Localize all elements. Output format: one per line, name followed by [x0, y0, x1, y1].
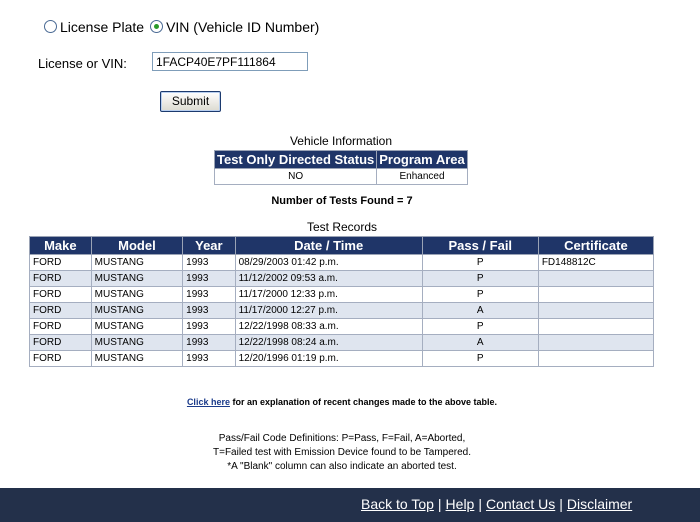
table-cell: MUSTANG: [90, 286, 184, 303]
table-cell: 1993: [182, 318, 236, 335]
section-title: Vehicle Information: [289, 134, 393, 148]
table-row: FORD MUSTANG 1993 12/22/1998 08:33 a.m. P: [29, 318, 655, 335]
section-title: Test Records: [306, 220, 378, 234]
table-cell: [537, 318, 655, 335]
table-cell: FD148812C: [537, 254, 655, 271]
table-cell: P: [421, 270, 539, 287]
table-cell: [537, 286, 655, 303]
table-cell: P: [421, 318, 539, 335]
note-text: for an explanation of recent changes mad…: [232, 397, 498, 407]
column-header: Certificate: [537, 236, 655, 255]
link[interactable]: Click here: [186, 397, 230, 407]
table-cell: [537, 334, 655, 351]
column-header: Date / Time: [234, 236, 423, 255]
footer-link[interactable]: Disclaimer: [566, 496, 633, 512]
table-cell: 12/22/1998 08:33 a.m.: [234, 318, 423, 335]
header-row: Test Only Directed Status Program Area: [213, 150, 468, 169]
separator: |: [478, 496, 482, 512]
table-cell: FORD: [29, 270, 92, 287]
table-cell: Enhanced: [376, 168, 468, 185]
table-cell: NO: [213, 168, 378, 185]
table-cell: 1993: [182, 254, 236, 271]
footer: Back to Top | Help | Contact Us | Disclaimer: [0, 488, 700, 522]
table-row: FORD MUSTANG 1993 12/20/1996 01:19 p.m. P: [29, 350, 655, 367]
table-cell: [537, 302, 655, 319]
table-row: FORD MUSTANG 1993 08/29/2003 01:42 p.m. P FD1…: [29, 254, 655, 271]
footer-link[interactable]: Contact Us: [485, 496, 556, 512]
table-cell: MUSTANG: [90, 302, 184, 319]
vehicle-info-table: Test Only Directed Status Program Area NO E…: [213, 150, 468, 185]
note: Click here for an explanation of recent …: [0, 397, 684, 407]
table-cell: MUSTANG: [90, 318, 184, 335]
table-cell: 1993: [182, 286, 236, 303]
table-cell: 11/12/2002 09:53 a.m.: [234, 270, 423, 287]
table-cell: 1993: [182, 334, 236, 351]
table-row: FORD MUSTANG 1993 11/17/2000 12:33 p.m. P: [29, 286, 655, 303]
footer-link[interactable]: Help: [445, 496, 475, 512]
table-cell: 1993: [182, 350, 236, 367]
table-cell: MUSTANG: [90, 270, 184, 287]
table-cell: A: [421, 334, 539, 351]
definition-line: *A "Blank" column can also indicate an a…: [227, 461, 457, 472]
footer-link[interactable]: Back to Top: [361, 496, 434, 512]
table-cell: P: [421, 350, 539, 367]
submit-button[interactable]: Submit: [160, 91, 221, 112]
search-options: License Plate VIN (Vehicle ID Number): [44, 19, 325, 35]
table-cell: FORD: [29, 286, 92, 303]
table-cell: P: [421, 254, 539, 271]
table-cell: FORD: [29, 318, 92, 335]
tests-found: Number of Tests Found = 7: [271, 195, 413, 207]
table-cell: FORD: [29, 350, 92, 367]
table-row: FORD MUSTANG 1993 11/12/2002 09:53 a.m. P: [29, 270, 655, 287]
table-row: NO Enhanced: [213, 168, 468, 185]
table-cell: 11/17/2000 12:33 p.m.: [234, 286, 423, 303]
table-cell: 1993: [182, 302, 236, 319]
radio-label: License Plate: [60, 19, 145, 35]
table-cell: MUSTANG: [90, 334, 184, 351]
separator: |: [437, 496, 442, 512]
table-cell: 08/29/2003 01:42 p.m.: [234, 254, 423, 271]
table-cell: 1993: [182, 270, 236, 287]
radio-label: VIN (Vehicle ID Number): [166, 19, 320, 35]
table-cell: MUSTANG: [90, 350, 184, 367]
footer-links: Back to Top | Help | Contact Us | Disclaimer: [361, 496, 632, 512]
table-cell: FORD: [29, 334, 92, 351]
field-label: License or VIN:: [38, 56, 127, 71]
table-row: FORD MUSTANG 1993 12/22/1998 08:24 a.m. A: [29, 334, 655, 351]
column-header: Year: [182, 236, 236, 255]
table-cell: 12/22/1998 08:24 a.m.: [234, 334, 423, 351]
table-cell: P: [421, 286, 539, 303]
vin-input[interactable]: [152, 52, 308, 71]
radio-button[interactable]: [44, 20, 57, 33]
table-cell: FORD: [29, 254, 92, 271]
test-records-table: Make Model Year Date / Time Pass / Fail Certi…: [29, 236, 655, 367]
radio-button[interactable]: [150, 20, 164, 33]
column-header: Model: [90, 236, 184, 255]
column-header: Pass / Fail: [421, 236, 539, 255]
table-row: FORD MUSTANG 1993 11/17/2000 12:27 p.m. A: [29, 302, 655, 319]
definitions: Pass/Fail Code Definitions: P=Pass, F=Fa…: [0, 432, 684, 474]
separator: |: [559, 496, 563, 512]
definition-line: Pass/Fail Code Definitions: P=Pass, F=Fa…: [218, 433, 466, 444]
table-cell: MUSTANG: [90, 254, 184, 271]
table-cell: [537, 350, 655, 367]
table-cell: 12/20/1996 01:19 p.m.: [234, 350, 423, 367]
header-row: Make Model Year Date / Time Pass / Fail Certi…: [29, 236, 655, 255]
table-cell: A: [421, 302, 539, 319]
definition-line: T=Failed test with Emission Device found…: [213, 447, 471, 458]
column-header: Make: [29, 236, 92, 255]
column-header: Test Only Directed Status: [213, 150, 378, 169]
column-header: Program Area: [376, 150, 468, 169]
table-cell: FORD: [29, 302, 92, 319]
table-cell: 11/17/2000 12:27 p.m.: [234, 302, 423, 319]
table-cell: [537, 270, 655, 287]
